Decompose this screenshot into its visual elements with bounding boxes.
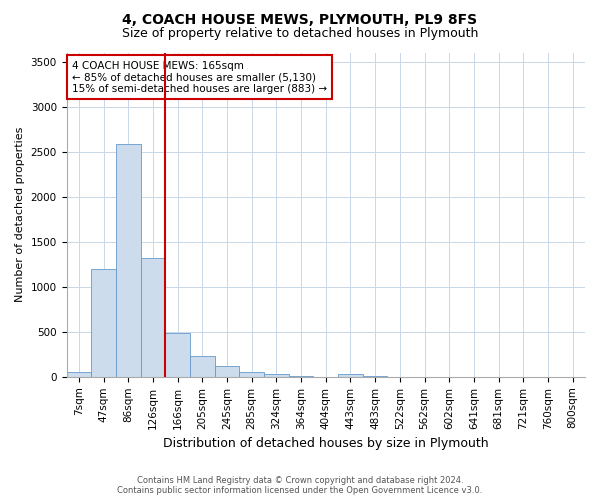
Bar <box>363 376 388 377</box>
X-axis label: Distribution of detached houses by size in Plymouth: Distribution of detached houses by size … <box>163 437 488 450</box>
Text: Contains HM Land Registry data © Crown copyright and database right 2024.
Contai: Contains HM Land Registry data © Crown c… <box>118 476 482 495</box>
Bar <box>116 144 140 377</box>
Bar <box>67 372 91 377</box>
Bar <box>190 356 215 377</box>
Bar <box>264 374 289 377</box>
Text: 4 COACH HOUSE MEWS: 165sqm
← 85% of detached houses are smaller (5,130)
15% of s: 4 COACH HOUSE MEWS: 165sqm ← 85% of deta… <box>72 60 327 94</box>
Bar <box>165 332 190 377</box>
Bar <box>289 376 313 377</box>
Bar <box>215 366 239 377</box>
Bar <box>140 258 165 377</box>
Bar <box>338 374 363 377</box>
Bar <box>239 372 264 377</box>
Text: 4, COACH HOUSE MEWS, PLYMOUTH, PL9 8FS: 4, COACH HOUSE MEWS, PLYMOUTH, PL9 8FS <box>122 12 478 26</box>
Text: Size of property relative to detached houses in Plymouth: Size of property relative to detached ho… <box>122 28 478 40</box>
Bar <box>91 268 116 377</box>
Y-axis label: Number of detached properties: Number of detached properties <box>15 127 25 302</box>
